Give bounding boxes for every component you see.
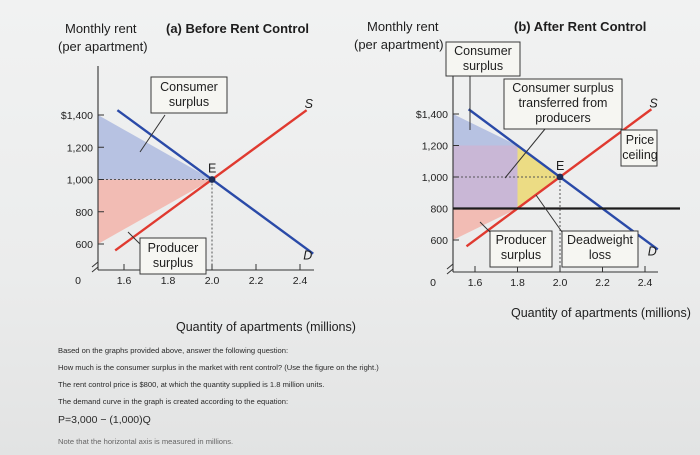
panel-b-x-tick-label: 2.2 [595, 277, 610, 289]
panel-b-xlabel: Quantity of apartments (millions) [511, 306, 691, 320]
panel-b-y-tick-label: 1,000 [422, 172, 448, 184]
panel-a-axis-break [91, 261, 99, 273]
panel-a-ylabel-line1: Monthly rent [65, 21, 137, 36]
panel-a-x-tick-label: 1.6 [117, 275, 132, 287]
panel-b-x-tick-label: 1.6 [468, 277, 483, 289]
panel-b-equilibrium-label: E [556, 159, 564, 173]
panel-a-equilibrium-label: E [208, 162, 216, 176]
panel-b-supply-label: S [649, 96, 658, 110]
panel-b-origin-label: 0 [430, 277, 436, 289]
panel-b-consumer-surplus-label: surplus [463, 59, 503, 73]
panel-b-x-tick-label: 2.0 [553, 277, 568, 289]
panel-a-xlabel: Quantity of apartments (millions) [176, 320, 356, 334]
panel-b-y-tick-label: 800 [430, 204, 448, 216]
panel-b-producer-surplus-pointer [479, 221, 491, 233]
panel-b-deadweight-label: loss [589, 248, 611, 262]
panel-b-producer-surplus-label: Producer [496, 233, 547, 247]
panel-a-producer-surplus-label: Producer [148, 241, 199, 255]
panel-b-transfer-box [503, 78, 623, 130]
panel-b-axis-break [446, 263, 454, 275]
question-line-4: The demand curve in the graph is created… [58, 397, 289, 407]
panel-b-ylabel-line2: (per apartment) [354, 37, 444, 52]
panel-a-consumer-surplus-pointer [139, 114, 166, 153]
panel-a-y-tick-label: 600 [75, 239, 93, 251]
panel-b-transfer-label: producers [535, 111, 591, 125]
panel-b-x-tick-label: 1.8 [510, 277, 525, 289]
panel-a-y-tick-label: 800 [75, 207, 93, 219]
panel-a-x-tick-label: 2.0 [205, 275, 220, 287]
question-line-3: The rent control price is $800, at which… [58, 380, 325, 390]
panel-b-consumer-surplus-region [453, 114, 518, 146]
panel-b-deadweight-pointer [535, 194, 563, 233]
panel-b-equilibrium-point [556, 173, 564, 181]
demand-equation: P=3,000 − (1,000)Q [58, 414, 151, 427]
panel-b-producer-surplus-region [453, 208, 518, 240]
panel-a-consumer-surplus-label: surplus [169, 95, 209, 109]
panel-a-equilibrium-point [208, 176, 216, 183]
panel-b-transfer-label: Consumer surplus [512, 81, 613, 95]
panel-a-x-tick-label: 2.4 [293, 275, 308, 287]
panel-a-ylabel-line2: (per apartment) [58, 39, 148, 54]
panel-a-demand-label: D [303, 249, 312, 263]
panel-b-demand-line [467, 108, 659, 251]
panel-a-consumer-surplus-region [98, 115, 212, 180]
panel-b-consumer-surplus-label: Consumer [454, 44, 512, 58]
question-line-1: Based on the graphs provided above, answ… [58, 346, 289, 355]
panel-b-producer-surplus-box [489, 230, 553, 268]
question-line-2: How much is the consumer surplus in the … [58, 363, 379, 373]
panel-a-y-tick-label: 1,000 [67, 175, 93, 187]
panel-a-producer-surplus-region [98, 179, 212, 244]
panel-b-transfer-label: transferred from [519, 96, 608, 110]
panel-b-transfer-pointer [504, 128, 546, 179]
panel-b-y-tick-label: 1,200 [422, 141, 448, 153]
panel-b-plot: $1,400 1,200 1,000 800 600 1.6 1.8 2.0 2.2 2.4 0 S D… [416, 41, 680, 289]
panel-b-y-tick-label: 600 [430, 235, 448, 247]
question-text: Based on the graphs provided above, answ… [58, 346, 658, 454]
panel-a-demand-line [116, 109, 314, 255]
panel-a-x-tick-label: 2.2 [249, 275, 264, 287]
panel-a-y-tick-label: 1,200 [67, 142, 93, 154]
question-note: Note that the horizontal axis is measure… [58, 437, 234, 447]
panel-a-origin-label: 0 [75, 275, 81, 287]
panel-b-price-ceiling-label: Price [626, 133, 655, 147]
panel-b-demand-label: D [648, 244, 657, 258]
panel-b-price-ceiling-box [620, 129, 658, 167]
panel-a-title: (a) Before Rent Control [166, 21, 309, 36]
panel-b-consumer-surplus-box [445, 41, 521, 77]
panel-a-plot: $1,400 1,200 1,000 800 600 1.6 1.8 2.0 2.2 2.4 0 S D… [61, 66, 314, 287]
panel-b-title: (b) After Rent Control [514, 19, 646, 34]
panel-b-deadweight-label: Deadweight [567, 233, 634, 247]
chart-figure: Monthly rent (per apartment) (a) Before … [58, 19, 691, 334]
panel-a-producer-surplus-box [139, 237, 207, 275]
panel-b-y-tick-label: $1,400 [416, 109, 448, 121]
panel-b-x-tick-label: 2.4 [638, 277, 653, 289]
panel-b-ylabel-line1: Monthly rent [367, 19, 439, 34]
panel-a-x-tick-label: 1.8 [161, 275, 176, 287]
panel-a-supply-label: S [305, 97, 314, 111]
panel-a-y-tick-label: $1,400 [61, 110, 93, 122]
panel-b-price-ceiling-label: ceiling [622, 148, 657, 162]
panel-b-deadweight-box [561, 230, 639, 268]
panel-a-consumer-surplus-label: Consumer [160, 80, 218, 94]
panel-a-consumer-surplus-box [150, 76, 228, 114]
panel-b-producer-surplus-label: surplus [501, 248, 541, 262]
panel-a-producer-surplus-label: surplus [153, 256, 193, 270]
